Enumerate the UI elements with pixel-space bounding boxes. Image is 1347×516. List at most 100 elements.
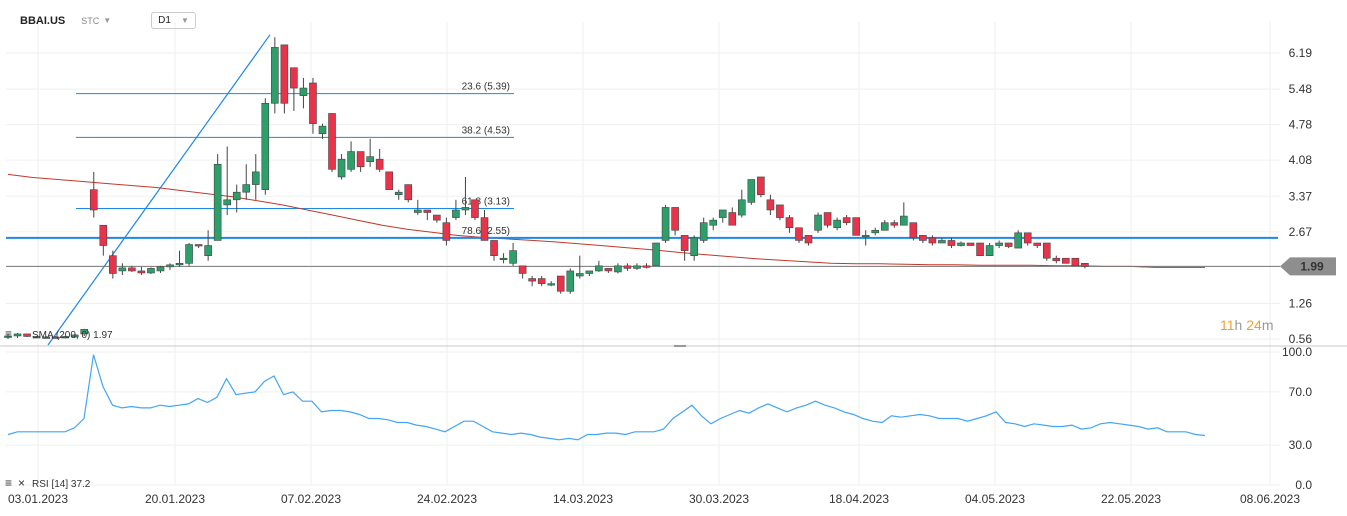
candle-body: [833, 219, 841, 229]
candle-body: [795, 227, 803, 241]
time-tick-label: 08.06.2023: [1240, 492, 1300, 506]
candle: [337, 154, 346, 180]
candle: [747, 179, 756, 205]
candles: [4, 37, 1089, 339]
candle: [871, 227, 880, 236]
candle: [347, 141, 355, 172]
candle: [642, 263, 651, 269]
candle: [261, 98, 270, 195]
candle-body: [814, 214, 822, 231]
candle-body: [452, 209, 460, 218]
candle: [223, 146, 231, 216]
candle-body: [242, 184, 251, 193]
candle: [890, 220, 899, 228]
candle-body: [499, 257, 508, 261]
candle: [309, 77, 317, 134]
candle-body: [471, 199, 479, 218]
candle: [509, 242, 517, 266]
candle: [299, 77, 308, 109]
asset-type-label[interactable]: STC: [81, 15, 100, 26]
fib-swing-line: [47, 34, 271, 346]
timeframe-label: D1: [158, 15, 171, 26]
fib-level-label: 23.6 (5.39): [462, 82, 510, 93]
candle: [1081, 263, 1089, 269]
candle: [147, 267, 155, 274]
candle-body: [995, 242, 1003, 246]
candle: [80, 328, 89, 336]
candle: [957, 241, 965, 247]
candle-body: [32, 336, 41, 339]
candle-body: [280, 44, 289, 104]
candle-body: [433, 214, 441, 221]
candle: [699, 217, 708, 243]
candle: [995, 240, 1003, 249]
candle: [423, 209, 432, 221]
candle-body: [785, 217, 794, 229]
candle-body: [175, 263, 184, 266]
candle-body: [900, 215, 908, 226]
candle-body: [738, 199, 746, 216]
candle: [61, 335, 69, 339]
candle: [738, 189, 746, 218]
candle: [175, 250, 184, 267]
candle: [13, 332, 22, 338]
symbol-label[interactable]: BBAI.US: [20, 14, 66, 27]
price-tick-label: 2.67: [1289, 225, 1313, 239]
time-tick-label: 03.01.2023: [8, 492, 68, 506]
candle: [633, 263, 641, 270]
candle-body: [156, 266, 165, 272]
candle-body: [518, 265, 527, 274]
time-tick-label: 20.01.2023: [145, 492, 205, 506]
candle-body: [747, 179, 756, 203]
candle: [89, 171, 98, 218]
candle: [385, 171, 394, 190]
candle: [442, 217, 451, 246]
candle: [661, 204, 670, 243]
candle-body: [661, 207, 670, 241]
candle: [413, 199, 422, 216]
timeframe-dropdown[interactable]: D1 ▼: [151, 12, 196, 29]
time-tick-label: 24.02.2023: [417, 492, 477, 506]
candle: [42, 335, 50, 339]
candle-body: [13, 333, 22, 337]
candle-body: [690, 237, 698, 256]
candle-body: [766, 199, 775, 211]
candle: [194, 244, 203, 249]
candle: [1033, 242, 1042, 249]
candle-body: [1052, 257, 1061, 262]
candle: [909, 222, 918, 241]
candle: [604, 268, 613, 273]
candle: [271, 37, 279, 114]
candle-body: [566, 270, 575, 292]
candle-body: [575, 273, 584, 277]
candle: [1062, 257, 1070, 264]
candle: [1004, 242, 1013, 249]
candle-body: [728, 212, 737, 226]
candle-body: [804, 235, 813, 244]
candle: [556, 275, 565, 294]
candle: [938, 237, 946, 244]
asset-type-chevron-down-icon[interactable]: ▼: [103, 16, 112, 25]
candle: [804, 235, 813, 246]
candle: [814, 212, 822, 233]
candle-body: [623, 265, 632, 269]
candle-body: [852, 217, 860, 236]
rsi-line: [7, 354, 1206, 441]
candle: [433, 214, 441, 223]
candle: [232, 184, 241, 213]
price-tick-label: 3.37: [1289, 189, 1313, 203]
candle-body: [213, 163, 222, 241]
candle: [852, 217, 860, 236]
candle-body: [99, 224, 108, 246]
candle-body: [585, 270, 594, 274]
candle-body: [1062, 257, 1070, 264]
candle-body: [232, 191, 241, 201]
candle-body: [128, 267, 136, 272]
candle-body: [671, 207, 679, 231]
rsi-menu-icon: ≡: [5, 476, 12, 490]
candle-body: [23, 333, 31, 337]
candle-body: [413, 209, 422, 213]
candle-body: [375, 158, 384, 170]
candle-body: [938, 240, 946, 244]
